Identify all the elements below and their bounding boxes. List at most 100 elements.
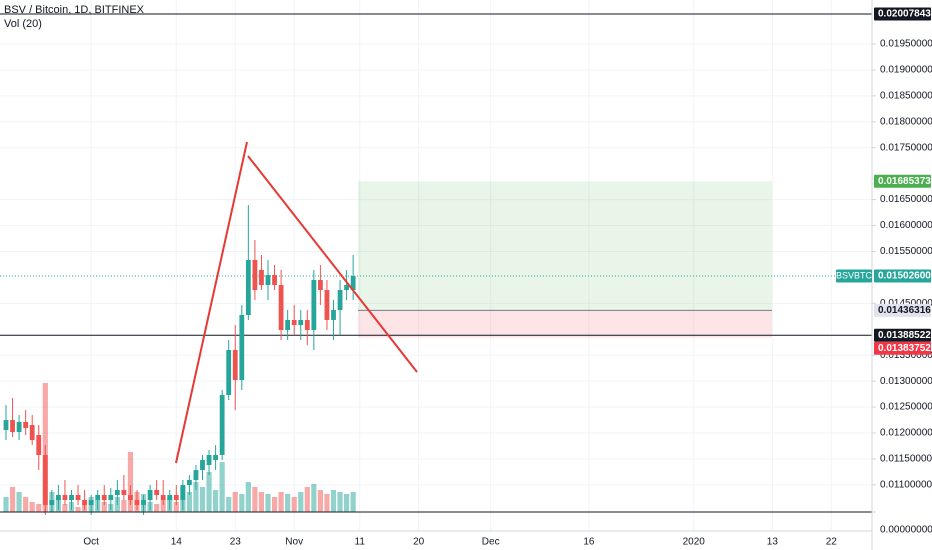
- y-tick-label: 0.01300000: [880, 376, 932, 387]
- volume-bar: [265, 494, 271, 512]
- symbol-tag: BSVBTC: [836, 270, 873, 280]
- volume-bar: [258, 492, 265, 512]
- volume-bar: [213, 490, 219, 512]
- volume-bar: [278, 492, 284, 512]
- candle-body: [101, 494, 107, 501]
- volume-bar: [324, 494, 330, 512]
- candle-body: [232, 350, 238, 380]
- price-label: 0.01436316: [878, 305, 931, 316]
- candle-body: [160, 494, 166, 501]
- volume-bar: [226, 497, 232, 512]
- candle-body: [88, 500, 94, 505]
- x-tick-label: Nov: [285, 537, 303, 548]
- volume-bar: [193, 482, 199, 512]
- volume-bar: [350, 492, 356, 512]
- candle-body: [56, 494, 61, 501]
- position-tool: [358, 181, 772, 338]
- candle-body: [331, 310, 336, 320]
- volume-bar: [62, 504, 68, 512]
- candle-body: [298, 319, 304, 326]
- x-tick-label: Oct: [83, 537, 99, 548]
- candle-body: [285, 319, 291, 330]
- volume-bar: [298, 492, 304, 512]
- candle-body: [337, 290, 343, 311]
- y-tick-label: 0.01200000: [880, 428, 932, 439]
- candle-body: [3, 420, 9, 430]
- volume-title: Vol (20): [4, 18, 42, 30]
- volume-bar: [232, 492, 238, 512]
- price-label: 0.02007843: [878, 9, 931, 20]
- x-tick-label: 11: [355, 537, 366, 548]
- candle-body: [304, 319, 310, 330]
- volume-bar: [317, 490, 323, 512]
- volume-bar: [199, 487, 206, 512]
- candle-body: [272, 275, 277, 286]
- candle-body: [42, 454, 48, 505]
- candle-body: [95, 494, 101, 501]
- y-tick-label: 0.01800000: [880, 116, 932, 127]
- candle-body: [350, 276, 356, 291]
- candle-body: [49, 500, 55, 505]
- candle-body: [245, 260, 251, 316]
- candle-body: [239, 315, 245, 380]
- chart-title: BSV / Bitcoin, 1D, BITFINEX: [4, 4, 145, 16]
- price-labels: 0.02007843 0.01685373 0.01502600 BSVBTC 0.01…: [836, 7, 931, 355]
- candle-body: [344, 285, 349, 291]
- price-label-box: [874, 269, 931, 283]
- y-tick-label: 0.01450000: [880, 298, 932, 309]
- candle-body: [10, 420, 15, 433]
- profit-zone: [358, 181, 772, 311]
- candle-body: [167, 494, 173, 501]
- candle-body: [219, 395, 225, 455]
- volume-bar: [154, 504, 160, 512]
- candle-body: [82, 500, 87, 505]
- axes: 0.01950000 0.01900000 0.01850000 0.01800000…: [83, 39, 932, 548]
- x-tick-label: 13: [767, 537, 779, 548]
- volume-bar: [101, 502, 107, 512]
- price-label: 0.01685373: [878, 176, 931, 187]
- y-tick-label: 0.01600000: [880, 220, 932, 231]
- price-label-box: [874, 174, 931, 188]
- price-label: 0.01383752: [878, 343, 931, 354]
- candle-body: [226, 350, 232, 396]
- candle-body: [128, 494, 133, 501]
- symbol-tag-box: [836, 269, 872, 283]
- y-tick-label: 0.01650000: [880, 194, 932, 205]
- trend-line: [175, 141, 248, 464]
- candle-body: [318, 279, 323, 291]
- candle-body: [23, 422, 29, 429]
- candle-body: [311, 279, 317, 330]
- volume-bar: [186, 492, 192, 512]
- candle-body: [154, 490, 160, 495]
- x-tick-label: 2020: [683, 537, 706, 548]
- volume-tick-label: 0.00000000: [880, 525, 932, 536]
- volume-bar: [16, 492, 22, 512]
- y-tick-label: 0.01900000: [880, 65, 932, 76]
- x-tick-label: 22: [826, 537, 838, 548]
- price-label-box: [874, 341, 931, 355]
- candle-body: [173, 494, 179, 501]
- volume-bar: [252, 487, 258, 512]
- x-tick-label: 23: [230, 537, 242, 548]
- price-label-box: [874, 7, 931, 21]
- price-label-box: [874, 328, 931, 342]
- candle-body: [193, 470, 199, 480]
- y-tick-label: 0.01150000: [880, 454, 932, 465]
- volume-bar: [219, 462, 225, 512]
- x-tick-label: 16: [583, 537, 595, 548]
- price-label-box: [874, 303, 931, 317]
- volume-bar: [173, 502, 179, 512]
- y-tick-label: 0.01750000: [880, 142, 932, 153]
- candle-body: [75, 494, 81, 501]
- candle-body: [36, 435, 42, 455]
- volume-bar: [239, 494, 245, 512]
- candle-body: [324, 290, 330, 320]
- volume-bar: [3, 497, 9, 512]
- volume-bar: [127, 452, 134, 512]
- candle-body: [259, 270, 264, 286]
- volume-bar: [311, 484, 317, 512]
- candle-body: [147, 490, 153, 501]
- candle-body: [69, 494, 74, 501]
